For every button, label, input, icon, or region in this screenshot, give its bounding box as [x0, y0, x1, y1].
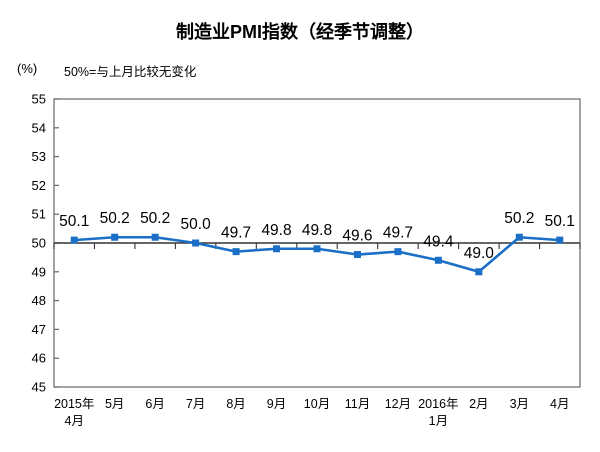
svg-text:47: 47 — [32, 322, 46, 337]
svg-text:49.4: 49.4 — [423, 233, 454, 250]
svg-text:2月: 2月 — [469, 397, 488, 411]
svg-text:9月: 9月 — [267, 397, 286, 411]
svg-text:48: 48 — [32, 293, 46, 308]
svg-text:2016年: 2016年 — [418, 397, 458, 411]
svg-text:50: 50 — [32, 236, 46, 251]
svg-text:50.1: 50.1 — [545, 213, 575, 230]
svg-text:12月: 12月 — [385, 397, 411, 411]
svg-text:6月: 6月 — [145, 397, 164, 411]
y-axis-unit-label: (%) — [17, 61, 38, 76]
svg-text:5月: 5月 — [105, 397, 124, 411]
svg-text:49: 49 — [32, 264, 46, 279]
svg-text:51: 51 — [32, 207, 46, 222]
svg-text:53: 53 — [32, 149, 46, 164]
svg-text:49.7: 49.7 — [221, 225, 251, 242]
svg-text:3月: 3月 — [510, 397, 529, 411]
svg-text:49.6: 49.6 — [342, 228, 372, 245]
svg-text:49.8: 49.8 — [302, 222, 332, 239]
svg-text:4月: 4月 — [65, 414, 84, 428]
svg-text:50.1: 50.1 — [59, 213, 89, 230]
svg-text:50.2: 50.2 — [504, 210, 534, 227]
svg-text:50.2: 50.2 — [100, 210, 130, 227]
svg-text:52: 52 — [32, 178, 46, 193]
svg-text:10月: 10月 — [304, 397, 330, 411]
reference-note: 50%=与上月比较无变化 — [64, 65, 197, 79]
svg-text:50.2: 50.2 — [140, 210, 170, 227]
svg-text:2015年: 2015年 — [54, 397, 94, 411]
svg-text:4月: 4月 — [550, 397, 569, 411]
svg-text:49.0: 49.0 — [464, 245, 495, 262]
svg-text:11月: 11月 — [345, 397, 370, 411]
svg-text:8月: 8月 — [226, 397, 245, 411]
svg-text:49.8: 49.8 — [261, 222, 291, 239]
svg-text:54: 54 — [32, 120, 46, 135]
svg-text:49.7: 49.7 — [383, 225, 413, 242]
svg-text:46: 46 — [32, 351, 46, 366]
svg-text:50.0: 50.0 — [181, 216, 212, 233]
svg-text:45: 45 — [32, 380, 46, 395]
svg-text:55: 55 — [32, 92, 46, 107]
svg-text:7月: 7月 — [186, 397, 205, 411]
chart-title: 制造业PMI指数（经季节调整） — [176, 22, 424, 42]
svg-text:1月: 1月 — [429, 414, 448, 428]
